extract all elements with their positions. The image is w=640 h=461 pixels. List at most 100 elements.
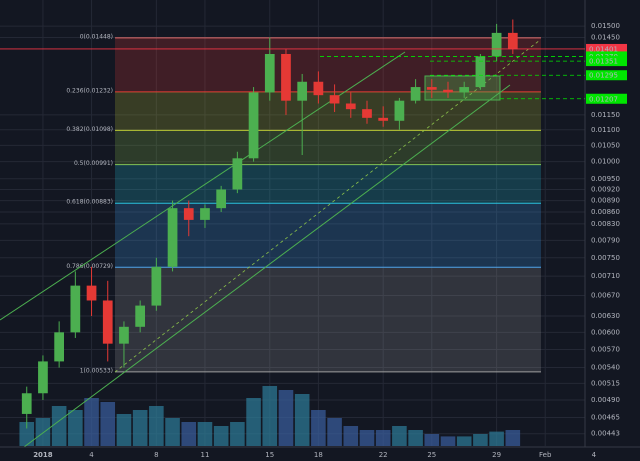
volume-bar [311,410,326,446]
volume-bar [424,434,440,446]
price-marker-box [586,56,627,67]
y-tick-label: 0.00830 [591,220,620,228]
candle-body [38,361,48,394]
fib-band [115,164,541,204]
y-tick-label: 0.00890 [591,197,620,205]
candle-body [102,300,113,344]
price-marker-box [586,43,627,54]
price-marker-box [586,70,627,81]
x-tick-label: 2018 [33,451,53,459]
candle-body [459,87,470,93]
y-tick-label: 0.01000 [591,158,620,166]
volume-bar [327,418,342,446]
background-layer: 0(0.01448) 0.236(0.01232) 0.382(0.01098) 0.… [0,0,595,446]
y-tick-label: 0.01150 [591,111,620,119]
candle-body [167,208,178,267]
volume-bar [359,430,375,446]
volume-bar [489,431,504,446]
volume-bar [473,434,488,446]
price-axis-bg [585,0,640,461]
volume-bar [181,422,197,446]
volume-bar [262,386,278,446]
fib-level-label: 0.618(0.00883) [66,199,113,206]
candle-body [264,53,275,93]
x-tick-label: 29 [492,451,501,459]
y-tick-label: 0.00750 [591,254,620,262]
candle-body [313,81,324,96]
fib-level-label: 0.5(0.00991) [74,160,113,167]
candle-body [426,87,437,90]
y-tick-label: 0.01050 [591,141,620,149]
candle-body [507,32,518,50]
volume-bar [505,430,521,446]
candle-body [54,332,64,362]
price-marker-label: 0.01207 [589,95,618,103]
candle-body [281,53,291,101]
y-tick-label: 0.00950 [591,175,620,183]
volume-bar [375,430,391,446]
price-marker-label: 0.01351 [589,58,618,66]
x-tick-label: Feb [539,451,552,459]
volume-bar [278,390,294,446]
candle-body [86,285,97,301]
candle-body [491,32,502,57]
candle-body [151,266,162,306]
candle-body [475,56,486,88]
x-tick-label: 18 [314,451,323,459]
volume-bar [213,426,229,446]
volume-bar [294,394,310,446]
time-axis-bg [0,447,640,461]
candle-body [345,103,356,110]
candle-body [216,189,227,209]
volume-bar [246,398,261,446]
volume-bar [197,422,213,446]
volume-bar [230,422,245,446]
candle-body [362,109,372,118]
candle-body [297,81,308,101]
y-tick-label: 0.01500 [591,22,620,30]
fib-band [115,203,541,268]
y-tick-label: 0.00790 [591,236,620,244]
y-tick-label: 0.01450 [591,33,620,41]
candle-body [329,95,340,104]
fib-level-label: 0.786(0.00729) [66,263,113,270]
y-tick-label: 0.00860 [591,208,620,216]
volume-bar [456,436,472,446]
channel-lower [19,84,511,451]
y-tick-label: 0.00670 [591,291,620,299]
candle-body [248,92,259,159]
x-tick-label: 8 [154,451,158,459]
x-tick-label: 25 [427,451,436,459]
volume-bar [440,436,456,446]
volume-bar [35,418,51,446]
y-tick-label: 0.00630 [591,312,620,320]
candle-body [232,158,243,190]
volume-bar [165,418,180,446]
volume-bar [19,422,35,446]
y-tick-label: 0.00515 [591,379,620,387]
price-marker-label: 0.01401 [589,45,618,53]
x-tick-label: 11 [201,451,210,459]
y-tick-label: 0.00540 [591,364,620,372]
fib-band [115,37,541,92]
fib-level-label: 0.382(0.01098) [66,126,113,133]
y-tick-label: 0.00600 [591,328,620,336]
price-marker-label: 0.01295 [589,72,618,80]
volume-bar [343,426,359,446]
candle-body [70,285,81,333]
y-tick-label: 0.00490 [591,396,620,404]
fib-level-label: 0.236(0.01232) [66,87,113,94]
volume-bar [392,426,407,446]
volume-bar [68,410,83,446]
volume-bar [51,406,67,446]
volume-bar [149,406,164,446]
volume-bar [84,398,99,446]
x-tick-label: 22 [379,451,388,459]
x-tick-label: 4 [592,451,597,459]
volume-bar [132,410,148,446]
fib-level-label: 0(0.01448) [80,33,113,40]
fib-band [115,267,541,372]
